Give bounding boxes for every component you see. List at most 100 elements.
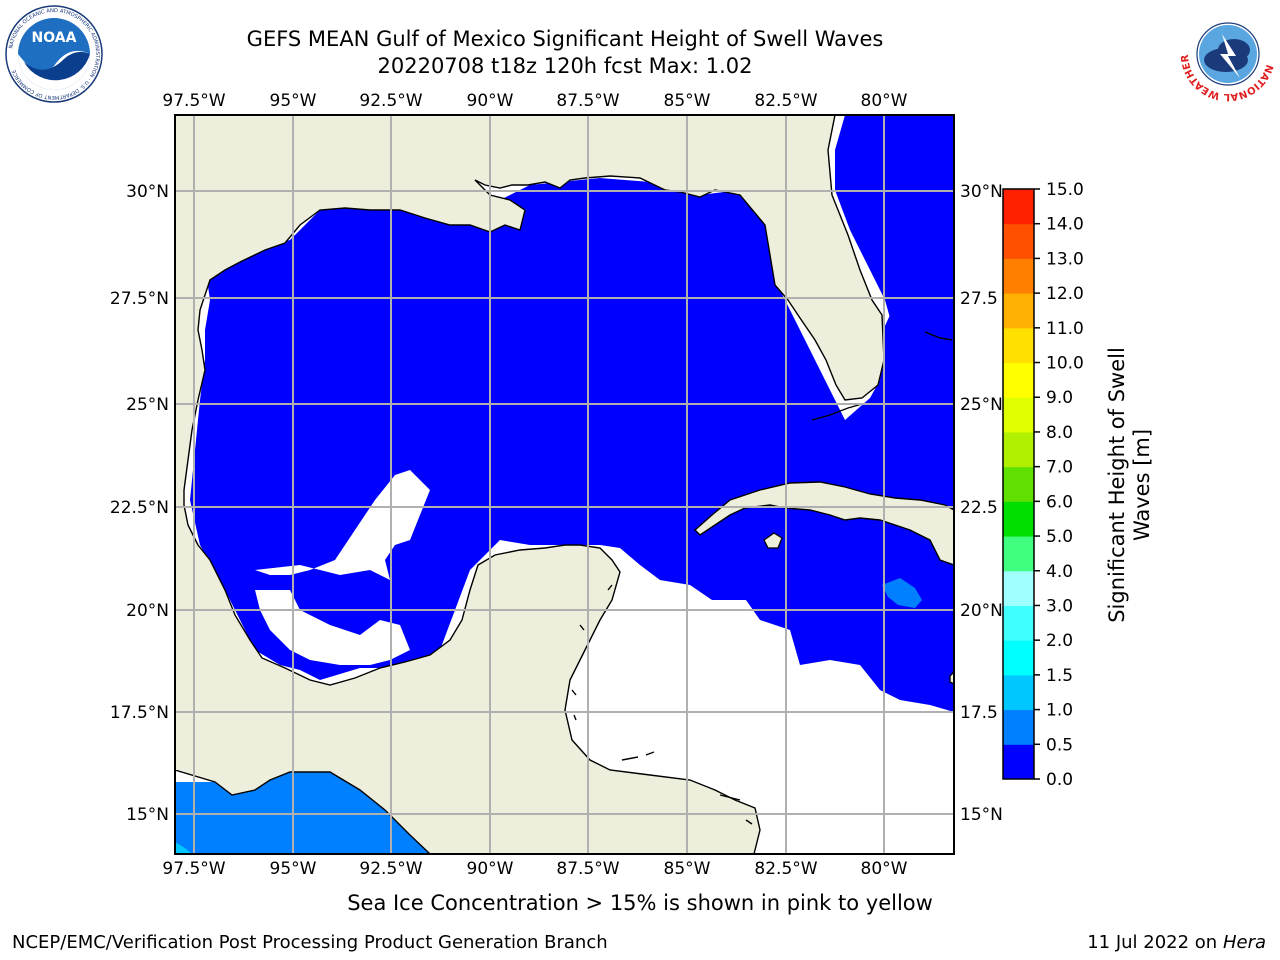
lon-label: 85°W <box>664 91 711 111</box>
lat-label: 15°N <box>126 805 169 825</box>
lat-labels-left: 30°N 27.5°N 25°N 22.5°N 20°N 17.5°N 15°N <box>110 182 169 825</box>
colorbar-tick-label: 6.0 <box>1046 492 1073 512</box>
colorbar-bin <box>1003 640 1034 676</box>
lat-label: 30°N <box>960 182 1003 202</box>
footer-date: 11 Jul 2022 on Hera <box>1087 932 1266 953</box>
land-isla-juventud <box>763 532 783 549</box>
colorbar-bin <box>1003 431 1034 468</box>
lat-label: 20°N <box>126 601 169 621</box>
colorbar-tick-label: 2.0 <box>1046 631 1073 651</box>
yucatan-islets <box>571 584 613 721</box>
colorbar-tick-label: 14.0 <box>1046 215 1084 235</box>
colorbar-label: Significant Height of Swell Waves [m] <box>1105 347 1154 623</box>
colorbar-bin <box>1003 674 1034 711</box>
colorbar-label-line1: Significant Height of Swell <box>1105 347 1129 623</box>
colorbar-bin <box>1003 189 1034 225</box>
lon-label: 82.5°W <box>754 859 817 879</box>
colorbar-bin <box>1003 709 1034 745</box>
colorbar-bin <box>1003 362 1034 398</box>
colorbar-tick-label: 7.0 <box>1046 458 1073 478</box>
lon-label: 97.5°W <box>162 91 225 111</box>
colorbar-bin <box>1003 397 1034 433</box>
noaa-wordmark: NOAA <box>32 30 77 46</box>
colorbar-bin <box>1003 605 1034 641</box>
bahamas <box>924 331 953 341</box>
footer-date-text: 11 Jul 2022 on <box>1087 932 1223 953</box>
colorbar-tick-label: 0.5 <box>1046 735 1073 755</box>
chart-subtitle: 20220708 t18z 120h fcst Max: 1.02 <box>377 54 753 78</box>
colorbar-bin <box>1003 223 1034 259</box>
lat-label: 25°N <box>960 395 1003 415</box>
colorbar-tick-label: 0.0 <box>1046 770 1073 790</box>
swell-region-caribbean <box>785 530 954 712</box>
colorbar-bin <box>1003 466 1034 502</box>
lon-label: 92.5°W <box>359 91 422 111</box>
colorbar-bin <box>1003 327 1034 364</box>
lon-label: 90°W <box>467 91 514 111</box>
colorbar-bin <box>1003 501 1034 537</box>
lon-label: 97.5°W <box>162 859 225 879</box>
lat-label: 30°N <box>126 182 169 202</box>
swell-region-atlantic <box>835 115 954 318</box>
colorbar-bin <box>1003 258 1034 294</box>
sea-ice-note: Sea Ice Concentration > 15% is shown in … <box>0 891 1280 915</box>
lon-label: 80°W <box>861 859 908 879</box>
swell-region-1.0-1.5-pacific <box>175 842 192 854</box>
colorbar-tick-label: 5.0 <box>1046 527 1073 547</box>
colorbar-bin <box>1003 744 1034 780</box>
colorbar-tick-label: 11.0 <box>1046 319 1084 339</box>
colorbar-bin <box>1003 536 1034 572</box>
lon-label: 87.5°W <box>556 91 619 111</box>
footer-host: Hera <box>1222 932 1266 953</box>
land-usa <box>175 115 885 854</box>
colorbar-ticks: 15.0 14.0 13.0 12.0 11.0 10.0 9.0 8.0 7.0 6.0 5.0 4… <box>1034 180 1084 790</box>
honduras-islands <box>621 751 753 825</box>
lat-labels-right: 30°N 27.5 25°N 22.5 20°N 17.5 15°N <box>960 182 1003 825</box>
lon-label: 95°W <box>270 91 317 111</box>
chart-title: GEFS MEAN Gulf of Mexico Significant Hei… <box>246 27 884 51</box>
lon-label: 92.5°W <box>359 859 422 879</box>
lon-label: 90°W <box>467 859 514 879</box>
lat-label: 17.5°N <box>110 703 169 723</box>
colorbar-tick-label: 13.0 <box>1046 249 1084 269</box>
lon-label: 80°W <box>861 91 908 111</box>
graticule <box>175 115 954 854</box>
lon-label: 95°W <box>270 859 317 879</box>
swell-region-0-0.5 <box>190 178 954 712</box>
lat-label: 22.5°N <box>110 498 169 518</box>
colorbar-tick-label: 1.5 <box>1046 666 1073 686</box>
colorbar-label-line2: Waves [m] <box>1130 429 1154 541</box>
colorbar-tick-label: 9.0 <box>1046 388 1073 408</box>
lat-label: 15°N <box>960 805 1003 825</box>
footer-credit: NCEP/EMC/Verification Post Processing Pr… <box>12 932 608 953</box>
colorbar-tick-label: 12.0 <box>1046 284 1084 304</box>
colorbar-tick-label: 3.0 <box>1046 596 1073 616</box>
lat-label: 27.5 <box>960 289 998 309</box>
lon-label: 82.5°W <box>754 91 817 111</box>
lat-label: 25°N <box>126 395 169 415</box>
lat-label: 17.5 <box>960 703 998 723</box>
map-area <box>175 115 954 854</box>
lat-label: 22.5 <box>960 498 998 518</box>
lon-label: 85°W <box>664 859 711 879</box>
florida-keys <box>811 403 863 421</box>
lon-labels-bottom: 97.5°W 95°W 92.5°W 90°W 87.5°W 85°W 82.5… <box>162 859 907 879</box>
colorbar <box>1003 189 1034 780</box>
colorbar-frame <box>1002 188 1035 780</box>
colorbar-bin <box>1003 293 1034 329</box>
lon-label: 87.5°W <box>556 859 619 879</box>
lat-label: 20°N <box>960 601 1003 621</box>
sea-ice-note-text: Sea Ice Concentration > 15% is shown in … <box>347 891 933 915</box>
lon-labels-top: 97.5°W 95°W 92.5°W 90°W 87.5°W 85°W 82.5… <box>162 91 907 111</box>
colorbar-tick-label: 4.0 <box>1046 562 1073 582</box>
map-frame <box>174 114 955 855</box>
no-data-bay-of-campeche <box>255 470 430 580</box>
colorbar-tick-label: 10.0 <box>1046 354 1084 374</box>
swell-region-0.5-1.0-caribbean <box>882 578 922 608</box>
colorbar-bin <box>1003 570 1034 606</box>
colorbar-tick-label: 1.0 <box>1046 701 1073 721</box>
nws-logo: NATIONAL WEATHER SERVICE <box>1178 4 1276 102</box>
lat-label: 27.5°N <box>110 289 169 309</box>
noaa-logo: NOAA NATIONAL OCEANIC AND ATMOSPHERIC AD… <box>5 5 103 103</box>
